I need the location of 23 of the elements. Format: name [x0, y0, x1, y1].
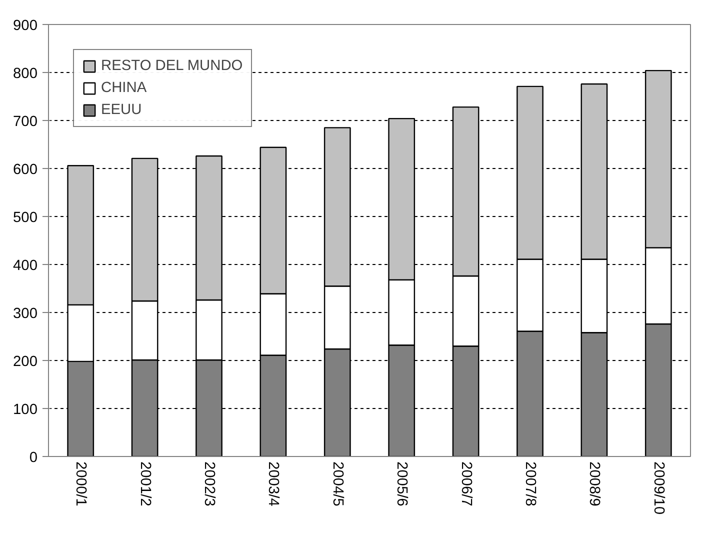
- y-tick-label: 100: [13, 402, 38, 418]
- x-tick-label: 2007/8: [522, 462, 538, 506]
- y-tick-label: 200: [13, 354, 38, 370]
- x-tick-label: 2009/10: [650, 462, 666, 514]
- x-tick-label: 2006/7: [458, 462, 474, 506]
- y-tick-label: 600: [13, 162, 38, 178]
- y-tick-label: 300: [13, 306, 38, 322]
- y-tick-label: 500: [13, 210, 38, 226]
- x-tick-label: 2000/1: [72, 462, 89, 506]
- legend-label: CHINA: [101, 80, 147, 96]
- x-tick-label: 2002/3: [201, 462, 217, 506]
- x-tick-label: 2004/5: [329, 462, 346, 506]
- y-tick-label: 0: [29, 450, 38, 466]
- x-tick-label: 2005/6: [394, 462, 410, 506]
- y-tick-label: 800: [13, 66, 38, 82]
- y-tick-label: 900: [13, 18, 38, 34]
- x-tick-label: 2008/9: [586, 462, 602, 506]
- legend-label: RESTO DEL MUNDO: [101, 58, 243, 74]
- y-tick-label: 700: [13, 114, 38, 130]
- x-tick-label: 2003/4: [265, 462, 282, 506]
- legend-label: EEUU: [101, 102, 142, 118]
- x-tick-label: 2001/2: [136, 462, 153, 506]
- y-tick-label: 400: [13, 258, 38, 274]
